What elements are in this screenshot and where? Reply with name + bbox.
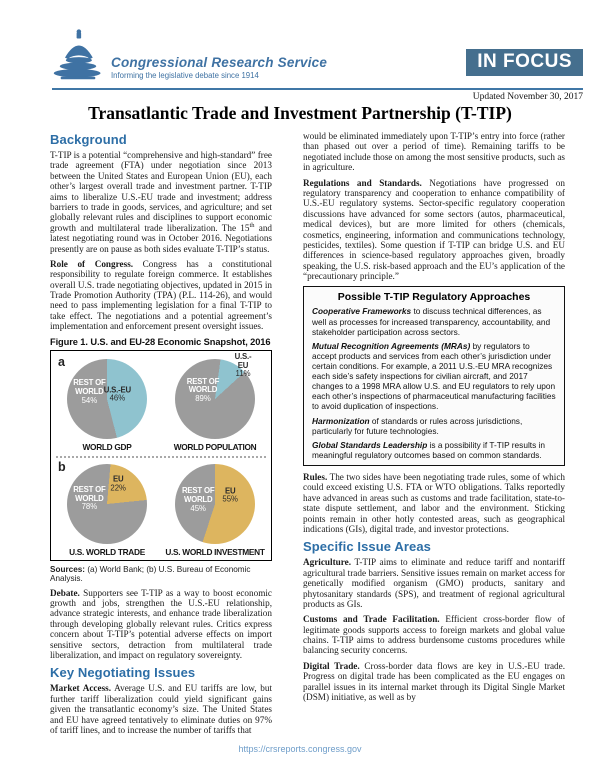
brand-text: Congressional Research Service Informing… xyxy=(111,55,327,84)
box-item-lead: Harmonization xyxy=(312,415,370,426)
paragraph-lead: Customs and Trade Facilitation. xyxy=(303,614,440,625)
pie-label-rest-of-world: REST OF WORLD 78% xyxy=(73,484,106,512)
figure-caption: Figure 1. U.S. and EU-28 Economic Snapsh… xyxy=(50,336,271,347)
brand-tagline: Informing the legislative debate since 1… xyxy=(111,71,259,80)
box-title: Possible T-TIP Regulatory Approaches xyxy=(337,291,531,304)
heading-specific-issue-areas: Specific Issue Areas xyxy=(303,539,431,555)
paragraph-text: Efficient cross-border flow of legitimat… xyxy=(303,614,565,656)
crs-brand: Congressional Research Service Informing… xyxy=(52,26,327,84)
paragraph-lead: Debate. xyxy=(50,587,80,598)
paragraph-market-access: Market Access. Average U.S. and EU tarif… xyxy=(50,683,272,735)
pie-label-rest-of-world: REST OF WORLD 45% xyxy=(181,486,215,513)
pie-chart-world-population: REST OF WORLD 89% U.S.-EU 11% xyxy=(175,352,255,439)
figure-divider xyxy=(56,455,266,458)
box-item-global-standards: Global Standards Leadership is a possibi… xyxy=(312,440,556,460)
heading-background: Background xyxy=(50,132,127,147)
box-item-text: is a possibility if T-TIP results in mea… xyxy=(312,439,545,460)
paragraph-customs: Customs and Trade Facilitation. Efficien… xyxy=(303,614,565,656)
figure-row-a: a REST OF WORLD 54% U.S.-EU 46% WORLD GDP … xyxy=(53,352,269,453)
paragraph-role-of-congress: Role of Congress. Congress has a constit… xyxy=(50,259,272,332)
paragraph-text: Cross-border data flows are key in U.S.-… xyxy=(303,660,565,703)
regulatory-approaches-box: Possible T-TIP Regulatory Approaches Coo… xyxy=(303,286,565,466)
brand-name: Congressional Research Service xyxy=(111,55,328,70)
pie-chart-us-world-trade: REST OF WORLD 78% EU 22% xyxy=(67,463,147,544)
footer: https://crsreports.congress.gov xyxy=(0,744,600,754)
header-rule xyxy=(52,88,583,90)
paragraph-lead: Agriculture. xyxy=(303,557,352,568)
box-item-text: by regulators to accept products and ser… xyxy=(312,340,556,412)
pie-cell-us-world-investment: REST OF WORLD 45% EU 55% U.S. WORLD INVEST… xyxy=(161,461,269,558)
page-title: Transatlantic Trade and Investment Partn… xyxy=(88,103,512,123)
box-item-lead: Global Standards Leadership xyxy=(312,439,428,450)
paragraph-lead: Digital Trade. xyxy=(303,660,360,671)
paragraph-lead: Role of Congress. xyxy=(50,258,134,269)
left-column: Background T-TIP is a potential “compreh… xyxy=(50,131,272,740)
paragraph-text: Negotiations have progressed on regulato… xyxy=(303,177,565,282)
paragraph-background: T-TIP is a potential “comprehensive and … xyxy=(50,150,272,254)
pie-title: U.S. WORLD TRADE xyxy=(69,546,145,557)
paragraph-lead: Rules. xyxy=(303,472,328,482)
paragraph-text: Supporters see T-TIP as a way to boost e… xyxy=(50,587,272,660)
superscript-th: th xyxy=(249,221,255,229)
row-b-tag: b xyxy=(58,459,66,474)
content-columns: Background T-TIP is a potential “compreh… xyxy=(0,124,600,740)
sources-text: (a) World Bank; (b) U.S. Bureau of Econo… xyxy=(50,564,251,583)
pie-label-eu: EU 22% xyxy=(110,474,126,493)
pie-cell-world-population: REST OF WORLD 89% U.S.-EU 11% WORLD POPULA… xyxy=(161,352,269,453)
box-item-text: of standards or rules across jurisdictio… xyxy=(312,415,523,436)
box-item-lead: Mutual Recognition Agreements (MRAs) xyxy=(312,340,471,351)
right-column: would be eliminated immediately upon T-T… xyxy=(303,131,565,740)
header: Congressional Research Service Informing… xyxy=(0,0,600,84)
footer-link[interactable]: https://crsreports.congress.gov xyxy=(238,744,362,754)
paragraph-lead: Regulations and Standards. xyxy=(303,177,422,188)
box-item-text: to discuss technical differences, as wel… xyxy=(312,306,551,337)
updated-date: Updated November 30, 2017 xyxy=(472,92,583,102)
figure-row-b: b REST OF WORLD 78% EU 22% U.S. WORLD TRAD… xyxy=(53,459,269,558)
paragraph-text: The two sides have been negotiating trad… xyxy=(303,472,565,534)
pie-label-rest-of-world: REST OF WORLD 54% xyxy=(73,378,106,405)
paragraph-text: T-TIP is a potential “comprehensive and … xyxy=(50,150,272,233)
paragraph-lead: Market Access. xyxy=(50,683,112,694)
pie-chart-us-world-investment: REST OF WORLD 45% EU 55% xyxy=(175,463,255,544)
paragraph-text: and latest negotiating round was in Octo… xyxy=(50,222,273,254)
pie-title: WORLD GDP xyxy=(82,441,132,452)
row-a-tag: a xyxy=(58,354,65,369)
pie-chart-world-gdp: REST OF WORLD 54% U.S.-EU 46% xyxy=(67,358,147,439)
paragraph-agriculture: Agriculture. T-TIP aims to eliminate and… xyxy=(303,557,565,609)
figure-box: a REST OF WORLD 54% U.S.-EU 46% WORLD GDP … xyxy=(50,349,272,561)
pie-cell-us-world-trade: REST OF WORLD 78% EU 22% U.S. WORLD TRADE xyxy=(53,461,161,558)
pie-label-us-eu: U.S.-EU 46% xyxy=(103,384,131,403)
pie-title: WORLD POPULATION xyxy=(173,441,257,452)
box-item-mutual-recognition: Mutual Recognition Agreements (MRAs) by … xyxy=(312,341,556,412)
figure-sources: Sources: (a) World Bank; (b) U.S. Bureau… xyxy=(50,565,272,583)
figure-1: Figure 1. U.S. and EU-28 Economic Snapsh… xyxy=(50,337,272,583)
paragraph-text: Congress has a constitutional responsibi… xyxy=(50,258,272,332)
paragraph-digital-trade: Digital Trade. Cross-border data flows a… xyxy=(303,661,565,703)
heading-key-negotiating-issues: Key Negotiating Issues xyxy=(50,665,196,681)
box-item-cooperative-frameworks: Cooperative Frameworks to discuss techni… xyxy=(312,306,556,336)
paragraph-debate: Debate. Supporters see T-TIP as a way to… xyxy=(50,588,272,661)
capitol-dome-icon xyxy=(53,29,101,80)
pie-cell-world-gdp: REST OF WORLD 54% U.S.-EU 46% WORLD GDP xyxy=(53,356,161,453)
box-item-harmonization: Harmonization of standards or rules acro… xyxy=(312,416,556,436)
in-focus-badge: IN FOCUS xyxy=(466,49,583,76)
sources-label: Sources: xyxy=(50,564,86,574)
paragraph-text: T-TIP aims to eliminate and reduce tarif… xyxy=(303,557,565,609)
paragraph-regulations-standards: Regulations and Standards. Negotiations … xyxy=(303,178,565,282)
paragraph-text: Average U.S. and EU tariffs are low, but… xyxy=(50,683,272,735)
paragraph-tariff-continuation: would be eliminated immediately upon T-T… xyxy=(303,131,565,173)
pie-label-us-eu: U.S.-EU 11% xyxy=(234,351,252,379)
pie-label-eu: EU 55% xyxy=(222,485,238,504)
pie-title: U.S. WORLD INVESTMENT xyxy=(165,546,265,557)
paragraph-rules: Rules. The two sides have been negotiati… xyxy=(303,472,565,534)
box-item-lead: Cooperative Frameworks xyxy=(312,306,412,317)
pie-label-rest-of-world: REST OF WORLD 89% xyxy=(186,376,220,403)
paragraph-text: would be eliminated immediately upon T-T… xyxy=(303,131,565,173)
